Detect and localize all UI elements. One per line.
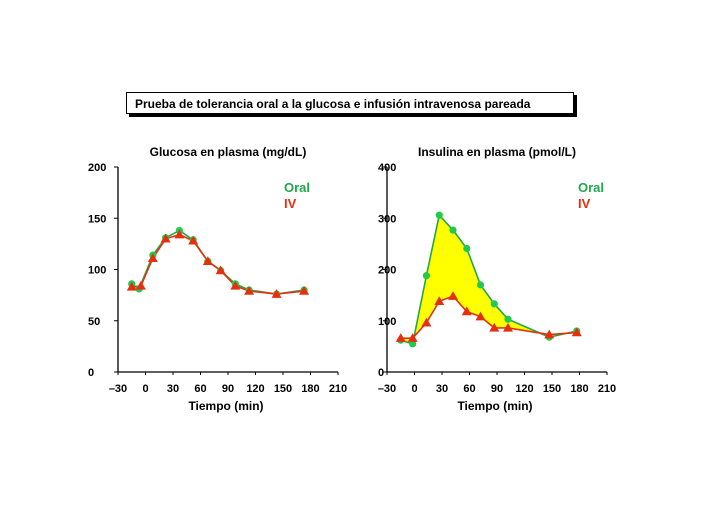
chart1-iv-point (160, 233, 171, 243)
chart1-x-tick-label: 0 (142, 383, 148, 395)
chart2-iv-point (544, 329, 555, 339)
chart2-x-tick-label: 120 (515, 383, 533, 395)
chart1-iv-point (271, 289, 282, 298)
chart1-y-tick-label: 0 (88, 367, 94, 379)
chart1-y-tick-label: 150 (88, 213, 106, 225)
chart1-iv-point (135, 280, 146, 290)
chart2-legend-iv: IV (578, 196, 591, 211)
chart-header-title: Prueba de tolerancia oral a la glucosa e… (126, 92, 574, 114)
chart2-oral-point (409, 340, 417, 348)
chart2-oral-point (463, 244, 471, 253)
chart2-iv-point (461, 306, 472, 316)
chart1-x-tick-label: 210 (329, 383, 347, 395)
chart1-iv-point (230, 280, 241, 290)
chart1-iv-point (299, 286, 310, 295)
chart1-x-tick-label: 60 (194, 383, 206, 395)
chart2-oral-point (504, 315, 512, 323)
chart1-legend-iv: IV (284, 196, 297, 211)
chart2-iv-point (571, 327, 582, 337)
chart1-iv-point (188, 235, 199, 245)
chart1-legend-oral: Oral (284, 180, 310, 195)
chart2-x-axis-label: Tiempo (min) (457, 399, 532, 413)
chart1-oral-line (131, 229, 305, 295)
chart2-iv-point (489, 322, 500, 332)
chart1-y-tick-label: 50 (88, 316, 100, 328)
chart1-y-tick-label: 100 (88, 265, 106, 277)
chart2-y-tick-label: 100 (378, 316, 396, 328)
chart2-iv-point (448, 291, 458, 300)
chart1-x-tick-label: 180 (301, 383, 319, 395)
chart2-y-tick-label: 400 (378, 162, 396, 174)
chart2-x-tick-label: 180 (570, 383, 588, 395)
chart2-x-tick-label: 60 (463, 383, 475, 395)
chart2-x-tick-label: 0 (411, 383, 417, 395)
chart1-iv-line (131, 233, 305, 295)
chart1-x-axis-label: Tiempo (min) (188, 399, 263, 413)
chart2-x-tick-label: –30 (378, 383, 396, 395)
chart2-x-tick-label: 210 (598, 383, 616, 395)
chart1-iv-point (174, 229, 185, 239)
chart2-x-tick-label: 150 (543, 383, 561, 395)
chart2-x-tick-label: 30 (436, 383, 448, 395)
chart2-y-tick-label: 200 (378, 265, 396, 277)
chart2-title: Insulina en plasma (pmol/L) (418, 145, 576, 159)
chart1-x-tick-label: 120 (246, 383, 264, 395)
chart1-iv-point (202, 256, 213, 266)
chart2-oral-point (422, 272, 431, 280)
chart2-legend-oral: Oral (578, 180, 604, 195)
chart2-iv-point (434, 296, 445, 306)
chart1-x-tick-label: 30 (167, 383, 179, 395)
chart1-x-tick-label: 90 (222, 383, 234, 395)
chart1-iv-point (147, 253, 158, 262)
chart1-x-tick-label: 150 (274, 383, 292, 395)
chart1-iv-point (244, 286, 255, 295)
chart2-oral-point (476, 281, 485, 289)
chart2-area-between-series (400, 215, 577, 344)
chart2-oral-point (449, 226, 457, 234)
chart2-y-tick-label: 0 (378, 367, 384, 379)
chart1-iv-point (215, 265, 226, 275)
chart1-iv-point (126, 281, 137, 291)
chart2-iv-point (407, 333, 418, 342)
chart2-iv-point (395, 333, 406, 342)
chart2-x-tick-label: 90 (491, 383, 503, 395)
chart2-iv-point (475, 311, 486, 321)
chart2-iv-point (421, 317, 432, 327)
chart2-oral-point (435, 211, 443, 219)
chart2-y-tick-label: 300 (378, 213, 396, 225)
chart2-iv-point (503, 322, 513, 332)
chart1-title: Glucosa en plasma (mg/dL) (150, 145, 307, 159)
chart1-y-tick-label: 200 (88, 162, 106, 174)
chart1-x-tick-label: –30 (109, 383, 127, 395)
chart2-oral-point (490, 300, 498, 308)
